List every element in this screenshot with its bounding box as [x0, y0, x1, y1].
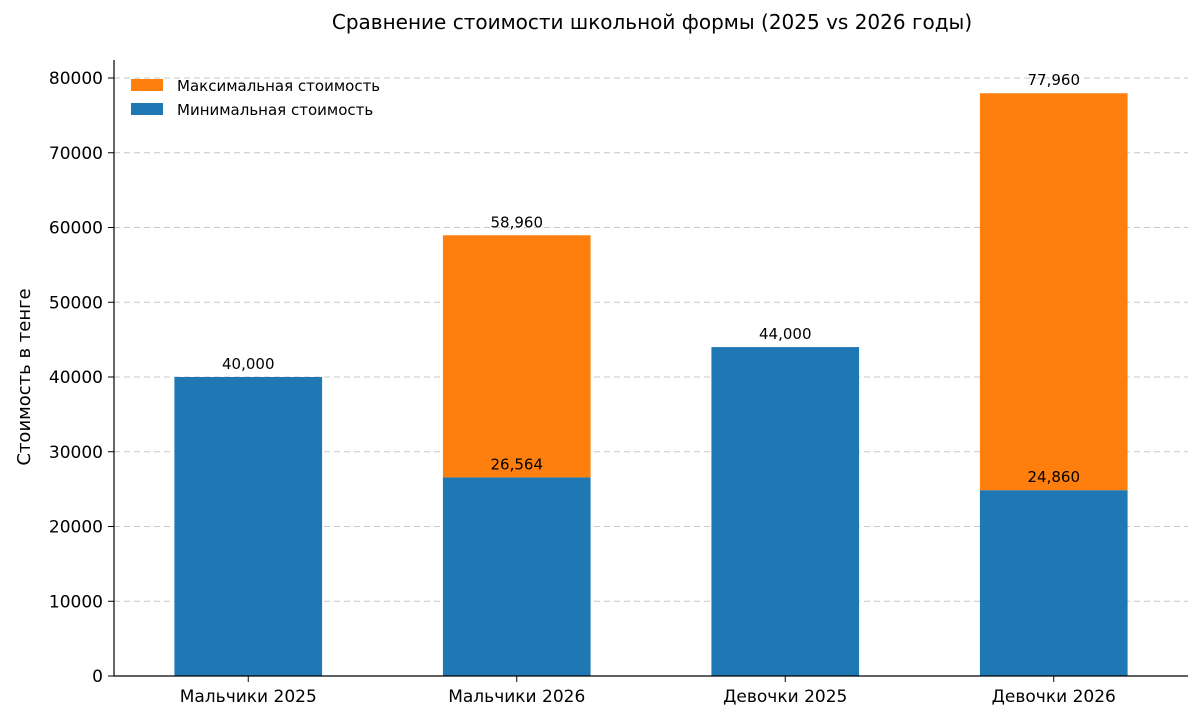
bar-min-segment [979, 490, 1128, 676]
y-tick-label: 80000 [49, 69, 103, 89]
legend-swatch-max [131, 79, 163, 91]
y-axis-label: Стоимость в тенге [14, 288, 35, 465]
y-tick-label: 60000 [49, 219, 103, 239]
bar-min-segment [174, 377, 323, 676]
y-tick-label: 50000 [49, 293, 103, 313]
x-tick-label: Мальчики 2026 [448, 687, 585, 707]
y-tick-label: 70000 [49, 144, 103, 164]
data-labels: 40,000 58,960 26,564 44,000 77,960 24,860 [222, 71, 1080, 486]
y-tick-label: 0 [92, 667, 103, 687]
data-label-min: 24,860 [1028, 468, 1081, 486]
x-tick-label: Девочки 2026 [992, 687, 1116, 707]
x-tick-label: Девочки 2025 [723, 687, 847, 707]
bars [174, 93, 1128, 676]
legend: Максимальная стоимость Минимальная стоим… [131, 77, 380, 119]
y-tick-label: 30000 [49, 443, 103, 463]
data-label-total: 44,000 [759, 325, 812, 343]
legend-label-min: Минимальная стоимость [177, 101, 373, 119]
bar-min-segment [442, 477, 591, 676]
y-tick-label: 20000 [49, 518, 103, 538]
data-label-min: 26,564 [491, 455, 544, 473]
y-tick-label: 10000 [49, 592, 103, 612]
bar-min-segment [711, 347, 860, 676]
data-label-total: 58,960 [491, 213, 544, 231]
bar-max-segment [442, 235, 591, 478]
x-tick-label: Мальчики 2025 [180, 687, 317, 707]
tick-labels: 0 10000 20000 30000 40000 50000 60000 70000 8000… [49, 69, 1116, 707]
legend-label-max: Максимальная стоимость [177, 77, 380, 95]
data-label-total: 77,960 [1028, 71, 1081, 89]
data-label-total: 40,000 [222, 355, 275, 373]
bar-max-segment [979, 93, 1128, 491]
y-tick-label: 40000 [49, 368, 103, 388]
chart-title: Сравнение стоимости школьной формы (2025… [332, 10, 972, 34]
legend-swatch-min [131, 103, 163, 115]
